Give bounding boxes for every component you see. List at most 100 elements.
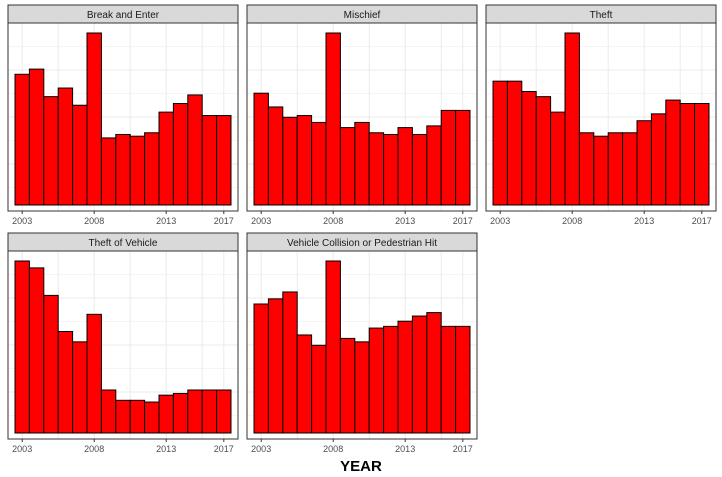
facet-strip-label: Mischief: [344, 10, 381, 21]
x-axis-title: YEAR: [340, 458, 382, 475]
bar-2014: [172, 392, 189, 434]
facet-strip-label: Theft of Vehicle: [89, 238, 158, 249]
x-tick-label: 2017: [214, 444, 234, 454]
x-tick-label: 2013: [634, 216, 654, 226]
bar-2010: [354, 121, 370, 206]
bar-2007: [72, 341, 88, 434]
panel-theft-of-vehicle: Theft of Vehicle 2003 2008 2013 2017: [7, 232, 239, 454]
bar-2008: [86, 32, 102, 206]
bar-2016: [679, 103, 696, 206]
bar-2014: [172, 103, 189, 206]
x-tick-label: 2017: [214, 216, 234, 226]
x-tick-label: 2003: [251, 216, 271, 226]
bar-2016: [440, 325, 457, 434]
x-tick-label: 2003: [490, 216, 510, 226]
x-axis-ticks: 2003 2008 2013 2017: [251, 439, 473, 454]
bar-2010: [593, 135, 609, 206]
bar-2007: [72, 104, 88, 206]
x-tick-label: 2008: [323, 444, 343, 454]
panel-theft: Theft 2003 2008 2013 2017: [485, 4, 717, 226]
bar-2014: [411, 133, 428, 206]
bar-2017: [455, 109, 471, 206]
bar-2004: [506, 80, 523, 206]
bar-2007: [311, 344, 327, 434]
bar-2005: [43, 294, 59, 434]
bar-2007: [550, 111, 566, 206]
bar-2013: [158, 394, 174, 434]
bar-2004: [267, 298, 284, 434]
bar-2011: [129, 135, 146, 206]
x-tick-label: 2008: [562, 216, 582, 226]
bar-2015: [187, 389, 203, 434]
bar-2003: [14, 260, 30, 434]
bar-2009: [339, 127, 356, 206]
bar-2012: [144, 401, 160, 434]
x-tick-label: 2017: [453, 444, 473, 454]
x-tick-label: 2017: [453, 216, 473, 226]
bar-2010: [115, 399, 131, 434]
bar-2011: [607, 132, 624, 206]
x-tick-label: 2013: [156, 444, 176, 454]
bar-2005: [282, 291, 298, 434]
bar-2017: [455, 325, 471, 434]
bars: [14, 32, 232, 206]
x-tick-label: 2013: [395, 444, 415, 454]
bar-2015: [665, 99, 681, 206]
bar-2006: [57, 331, 74, 434]
x-tick-label: 2008: [323, 216, 343, 226]
facet-strip-label: Theft: [590, 10, 613, 21]
bar-2008: [325, 32, 341, 206]
bar-2017: [216, 115, 232, 206]
bar-2004: [28, 68, 45, 206]
bars: [492, 32, 710, 206]
bar-2008: [86, 313, 102, 434]
bars: [253, 32, 471, 206]
bar-2014: [411, 315, 428, 434]
bar-2007: [311, 121, 327, 206]
bar-2012: [383, 133, 399, 206]
bar-2015: [426, 125, 442, 206]
bar-2009: [578, 132, 595, 206]
x-axis-ticks: 2003 2008 2013 2017: [12, 439, 234, 454]
bar-2006: [57, 87, 74, 206]
bar-2003: [14, 73, 30, 206]
bar-2006: [535, 96, 552, 206]
bar-2004: [267, 106, 284, 206]
bar-2013: [158, 111, 174, 206]
bar-2010: [354, 341, 370, 434]
panel-border: [246, 250, 478, 440]
bar-2016: [201, 115, 218, 206]
panel-border: [7, 250, 239, 440]
bar-2004: [28, 267, 45, 434]
bar-2008: [325, 260, 341, 434]
bar-2006: [296, 334, 313, 434]
bar-2008: [564, 32, 580, 206]
facet-panels: Break and Enter 2003 2008 2013 2017 Mischief 2…: [7, 4, 717, 454]
bar-2015: [187, 94, 203, 206]
panel-break-and-enter: Break and Enter 2003 2008 2013 2017: [7, 4, 239, 226]
bar-2012: [144, 132, 160, 206]
x-tick-label: 2003: [251, 444, 271, 454]
bar-2005: [521, 90, 537, 206]
bar-2011: [368, 132, 385, 206]
bars: [14, 260, 232, 434]
x-tick-label: 2008: [84, 444, 104, 454]
x-tick-label: 2013: [156, 216, 176, 226]
x-axis-ticks: 2003 2008 2013 2017: [490, 211, 712, 226]
bar-2011: [368, 327, 385, 434]
bar-2005: [43, 96, 59, 206]
bar-2006: [296, 115, 313, 206]
x-axis-ticks: 2003 2008 2013 2017: [12, 211, 234, 226]
bar-2010: [115, 133, 131, 206]
panel-border: [7, 22, 239, 212]
bar-2011: [129, 399, 146, 434]
bar-2013: [397, 127, 413, 206]
bar-2016: [440, 109, 457, 206]
x-tick-label: 2003: [12, 444, 32, 454]
bar-2012: [622, 132, 638, 206]
bar-2003: [253, 92, 269, 206]
bars: [253, 260, 471, 434]
bar-2017: [694, 103, 710, 206]
